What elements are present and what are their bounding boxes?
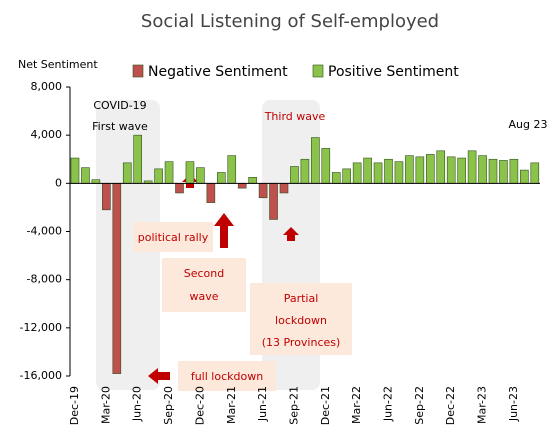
bar [91, 179, 101, 184]
y-tick-label: 4,000 [31, 128, 63, 141]
bar [425, 154, 435, 184]
x-tick-label: Sep-21 [287, 386, 300, 425]
bar [112, 183, 122, 374]
legend-swatch [132, 64, 144, 78]
bar [394, 161, 404, 184]
bar [520, 169, 529, 184]
annotation: Third wave [264, 110, 326, 123]
x-tick-label: Mar-23 [476, 386, 489, 424]
arrow [214, 213, 234, 248]
bar [509, 158, 519, 184]
x-tick-label: Mar-21 [225, 386, 238, 424]
y-tick-label: 8,000 [31, 80, 63, 93]
annotation: Second [184, 267, 224, 280]
bar [405, 155, 414, 184]
y-tick-label: 0 [55, 176, 62, 189]
x-tick-label: Dec-21 [319, 386, 332, 425]
bar [279, 183, 289, 194]
bar [122, 162, 132, 184]
legend-label: Negative Sentiment [148, 64, 288, 80]
y-tick-label: -8,000 [27, 273, 62, 286]
x-tick-label: Dec-22 [444, 386, 457, 425]
bar [331, 172, 341, 184]
annotation: (13 Provinces) [262, 336, 341, 349]
bar [217, 172, 226, 184]
bar [363, 157, 372, 184]
annotation: political rally [138, 231, 209, 244]
bar [311, 137, 320, 184]
bar [227, 155, 237, 184]
bar [196, 167, 205, 184]
bar [81, 167, 90, 184]
y-tick-label: -16,000 [20, 369, 62, 382]
bar [499, 160, 508, 184]
bar [415, 156, 425, 184]
y-axis-label: Net Sentiment [18, 58, 98, 71]
bar [185, 161, 195, 184]
bar [342, 168, 352, 184]
arrow [148, 368, 170, 384]
annotation: COVID-19 [93, 99, 146, 112]
bar [248, 177, 257, 184]
x-tick-label: Mar-20 [99, 386, 112, 424]
bar [206, 183, 216, 203]
y-tick-label: -12,000 [20, 321, 62, 334]
bar [352, 162, 362, 184]
annotation: Aug 23 [509, 118, 548, 131]
annotation-box [250, 283, 352, 355]
annotation: wave [189, 290, 218, 303]
x-tick-label: Jun-20 [131, 386, 144, 422]
bar [102, 183, 111, 211]
annotation: Partial [284, 292, 319, 305]
bar [154, 168, 163, 184]
legend-label: Positive Sentiment [328, 64, 459, 80]
x-tick-label: Sep-20 [162, 386, 175, 425]
bar [436, 150, 446, 184]
bar [300, 158, 310, 184]
annotation: First wave [92, 120, 148, 133]
bar [446, 156, 456, 184]
x-tick-label: Sep-22 [413, 386, 426, 425]
bar [384, 158, 393, 184]
legend-swatch [312, 64, 324, 78]
x-tick-label: Jun-22 [382, 386, 395, 422]
bar [290, 166, 299, 184]
x-tick-label: Mar-22 [350, 386, 363, 424]
x-tick-label: Jun-21 [256, 386, 269, 422]
shaded-period [96, 100, 160, 390]
x-tick-label: Jun-23 [507, 386, 520, 422]
bar [269, 183, 278, 220]
bar [70, 157, 80, 184]
bar [237, 183, 247, 189]
annotation-box [178, 361, 276, 391]
x-tick-label: Dec-19 [68, 386, 81, 425]
bar [175, 183, 184, 194]
chart-title: Social Listening of Self-employed [141, 11, 439, 32]
bar [530, 162, 540, 184]
bar [373, 162, 383, 184]
annotation-box [133, 222, 213, 252]
bar [457, 157, 466, 184]
bar [133, 134, 142, 184]
arrow [283, 227, 299, 241]
annotation: full lockdown [191, 370, 263, 383]
x-tick-label: Dec-20 [193, 386, 206, 425]
bar [321, 148, 331, 184]
annotation-box [162, 258, 246, 312]
bar [488, 158, 498, 184]
bar [478, 155, 487, 184]
y-tick-label: -4,000 [27, 225, 62, 238]
bar [467, 150, 477, 184]
bar [164, 161, 174, 184]
annotation: lockdown [275, 314, 327, 327]
bar [258, 183, 268, 199]
